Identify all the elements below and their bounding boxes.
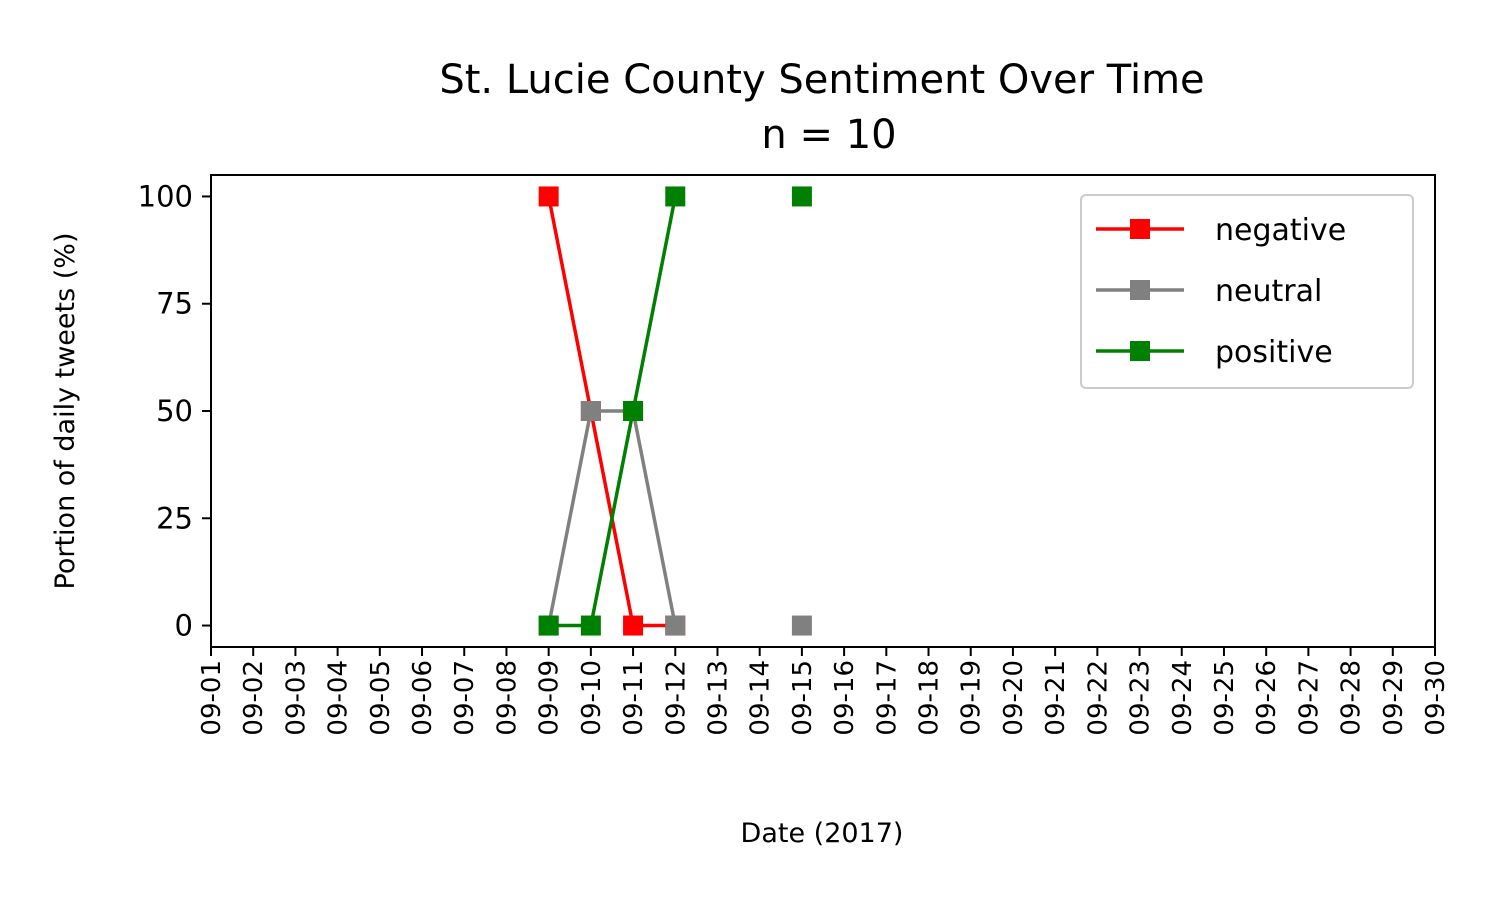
x-tick-label: 09-05 — [366, 660, 396, 736]
legend-label-positive: positive — [1215, 335, 1333, 370]
x-tick-label: 09-21 — [1041, 660, 1071, 736]
x-tick-label: 09-17 — [872, 660, 902, 736]
y-axis: 0 25 50 75 100 — [138, 179, 211, 643]
x-tick-label: 09-03 — [281, 660, 311, 736]
x-tick-label: 09-26 — [1252, 660, 1282, 736]
y-tick-label: 75 — [156, 287, 193, 321]
data-point-negative — [623, 615, 644, 636]
y-tick-label: 50 — [156, 394, 193, 428]
plot-series — [538, 186, 812, 636]
x-tick-label: 09-30 — [1421, 660, 1451, 736]
x-tick-label: 09-20 — [999, 660, 1029, 736]
data-point-neutral — [580, 401, 601, 421]
x-tick-label: 09-24 — [1168, 660, 1198, 736]
x-tick-label: 09-22 — [1083, 660, 1113, 736]
x-tick-label: 09-10 — [577, 660, 607, 736]
data-point-positive — [791, 186, 812, 207]
x-tick-label: 09-18 — [915, 660, 945, 736]
x-axis-label: Date (2017) — [741, 818, 904, 849]
x-tick-label: 09-27 — [1294, 660, 1324, 736]
x-tick-label: 09-16 — [830, 660, 860, 736]
x-tick-label: 09-19 — [957, 660, 987, 736]
legend-label-negative: negative — [1215, 213, 1346, 248]
legend: negative neutral positive — [1080, 194, 1414, 389]
x-tick-label: 09-11 — [619, 660, 649, 736]
legend-marker-neutral — [1130, 280, 1150, 300]
y-tick-label: 100 — [138, 179, 193, 213]
x-tick-label: 09-08 — [492, 660, 522, 736]
x-tick-label: 09-15 — [788, 660, 818, 736]
data-point-neutral — [791, 615, 812, 636]
series-positive — [538, 186, 812, 636]
x-tick-label: 09-09 — [535, 660, 565, 736]
x-tick-label: 09-29 — [1379, 660, 1409, 736]
data-point-positive — [580, 615, 601, 636]
y-tick-label: 25 — [156, 501, 193, 535]
y-tick-label: 0 — [175, 609, 193, 643]
y-axis-label: Portion of daily tweets (%) — [50, 233, 81, 590]
x-tick-label: 09-23 — [1126, 660, 1156, 736]
series-line-neutral — [546, 409, 677, 626]
x-tick-label: 09-14 — [746, 660, 776, 736]
x-tick-label: 09-04 — [324, 660, 354, 736]
plot-frame — [210, 174, 1436, 648]
x-tick-label: 09-13 — [703, 660, 733, 736]
legend-marker-positive — [1130, 341, 1150, 361]
legend-box — [1080, 194, 1414, 389]
x-tick-label: 09-06 — [408, 660, 438, 736]
legend-marker-negative — [1130, 219, 1150, 239]
data-point-positive — [623, 401, 644, 421]
data-point-negative — [538, 186, 559, 207]
x-tick-label: 09-12 — [661, 660, 691, 736]
x-tick-label: 09-02 — [239, 660, 269, 736]
data-point-neutral — [665, 615, 686, 636]
chart-subtitle: n = 10 — [761, 112, 896, 158]
series-line-positive — [548, 196, 677, 628]
x-tick-label: 09-01 — [197, 660, 227, 736]
x-tick-label: 09-25 — [1210, 660, 1240, 736]
x-tick-label: 09-28 — [1337, 660, 1367, 736]
chart-title: St. Lucie County Sentiment Over Time — [439, 57, 1204, 103]
legend-label-neutral: neutral — [1215, 274, 1322, 309]
x-axis: 09-01 09-02 09-03 09-04 09-05 09-06 09-07 09-08… — [197, 647, 1451, 736]
x-tick-label: 09-07 — [450, 660, 480, 736]
data-point-positive — [538, 615, 559, 636]
series-neutral — [538, 401, 812, 636]
data-point-positive — [665, 186, 686, 207]
